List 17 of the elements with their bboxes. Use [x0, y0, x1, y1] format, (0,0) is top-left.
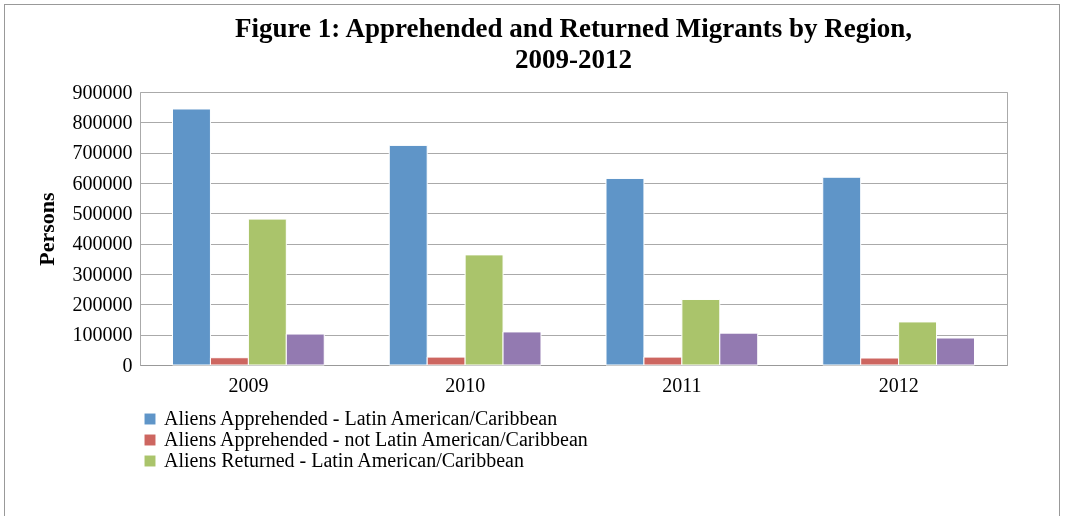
legend-label: Aliens Apprehended - Latin American/Caribbean — [164, 407, 558, 430]
x-tick-label: 2011 — [662, 373, 702, 396]
y-tick-label: 900000 — [72, 80, 133, 103]
y-tick-label: 800000 — [72, 110, 133, 133]
y-tick-label: 500000 — [72, 201, 133, 224]
y-tick-label: 400000 — [72, 232, 133, 255]
x-tick-label: 2010 — [445, 373, 486, 396]
y-axis-title: Persons — [33, 191, 59, 266]
chart-title: Figure 1: Apprehended and Returned Migrants by Region, 2009-2012 — [234, 13, 913, 74]
y-tick-label: 100000 — [72, 323, 133, 346]
y-tick-label: 300000 — [72, 262, 133, 285]
y-tick-label: 200000 — [72, 292, 133, 315]
y-tick-label: 600000 — [72, 171, 133, 194]
x-tick-label: 2012 — [878, 373, 919, 396]
y-tick-label: 0 — [122, 353, 133, 376]
x-tick-label: 2009 — [228, 373, 269, 396]
y-tick-label: 700000 — [72, 141, 133, 164]
